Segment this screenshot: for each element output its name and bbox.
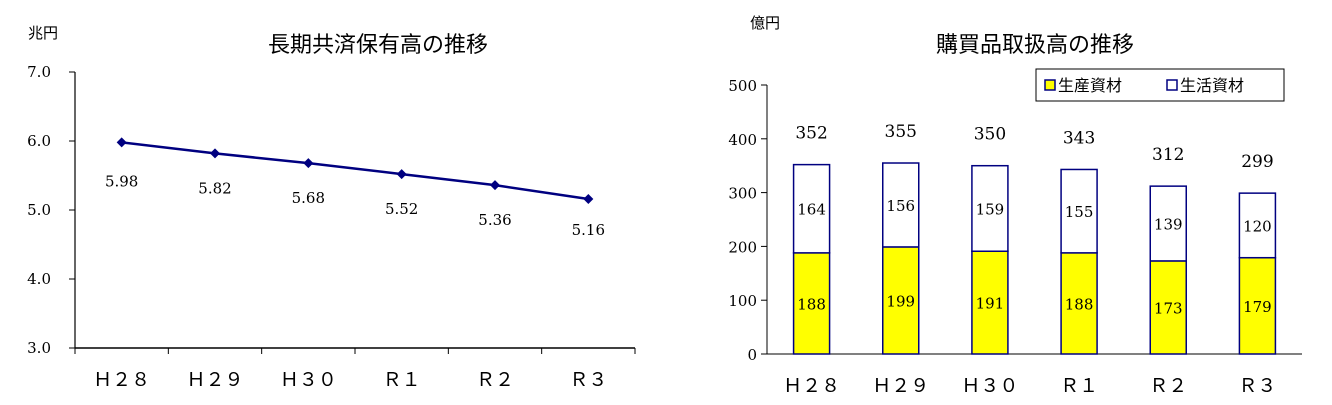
left-data-label: 5.16 [572, 221, 605, 239]
left-y-tick-label: 6.0 [27, 132, 51, 150]
left-data-point [490, 180, 500, 191]
left-data-label: 5.52 [385, 200, 418, 218]
left-y-tick-label: 5.0 [27, 201, 51, 219]
bar-value-label-production: 173 [1154, 299, 1183, 317]
right-x-tick-label: Ｒ２ [1149, 375, 1187, 397]
left-x-tick-label: Ｈ２９ [186, 369, 243, 391]
right-x-tick-label: Ｒ３ [1238, 375, 1276, 397]
right-legend: 生産資材 生活資材 [1035, 68, 1285, 102]
right-y-tick-label: 300 [728, 185, 757, 203]
left-x-tick-label: Ｈ２８ [93, 369, 150, 391]
legend-label-living: 生活資材 [1180, 76, 1244, 95]
left-y-tick-label: 3.0 [27, 339, 51, 357]
bar-segment-production [1060, 252, 1098, 355]
bar-segment-production [1149, 260, 1187, 355]
bar-value-label-production: 199 [886, 292, 915, 310]
bar-total-label: 312 [1152, 145, 1184, 165]
left-data-point [116, 137, 127, 148]
left-unit-label: 兆円 [28, 24, 58, 42]
right-unit-label: 億円 [750, 14, 780, 32]
left-y-tick-label: 4.0 [27, 270, 51, 288]
left-data-label: 5.82 [198, 179, 231, 197]
left-data-label: 5.68 [292, 189, 325, 207]
bar-value-label-living: 159 [976, 200, 1005, 218]
left-x-tick-label: Ｒ２ [476, 369, 514, 391]
right-y-tick-label: 400 [728, 131, 757, 149]
right-chart-title: 購買品取扱高の推移 [936, 33, 1134, 58]
bar-segment-living [971, 164, 1009, 252]
left-data-point [396, 169, 407, 180]
right-stacked-bar-chart: 0 100 200 300 400 500 Ｈ２８ Ｈ２９ Ｈ３０ Ｒ１ Ｒ２ Ｒ３ 188 164 352… [728, 68, 1302, 397]
bar-value-label-living: 120 [1243, 217, 1272, 235]
bar-segment-living [792, 163, 831, 254]
bar-total-label: 355 [885, 122, 917, 142]
left-y-tick-label: 7.0 [27, 63, 51, 81]
left-data-point [303, 158, 314, 169]
left-x-tick-label: Ｒ１ [383, 369, 421, 391]
bar-segment-living [1238, 192, 1277, 259]
bar-value-label-living: 139 [1154, 216, 1183, 234]
bar-segment-production [1238, 256, 1277, 355]
bar-total-label: 343 [1063, 128, 1095, 148]
left-line-chart: 3.0 4.0 5.0 6.0 7.0 Ｈ２８ Ｈ２９ Ｈ３０ Ｒ１ Ｒ２ Ｒ３ 5.98 5.82 5.… [27, 63, 636, 391]
bar-value-label-production: 191 [976, 295, 1005, 313]
bar-total-label: 350 [974, 125, 1006, 145]
bar-value-label-living: 155 [1065, 203, 1094, 221]
bar-segment-production [792, 252, 831, 355]
left-data-point [210, 148, 220, 159]
right-y-tick-label: 100 [728, 292, 757, 310]
bar-segment-living [1060, 168, 1098, 254]
left-data-label: 5.36 [478, 211, 511, 229]
bar-segment-living [1149, 185, 1187, 262]
left-x-tick-label: Ｒ３ [569, 369, 607, 391]
left-series-line [121, 141, 589, 201]
right-x-tick-label: Ｈ２８ [783, 375, 840, 397]
right-x-tick-label: Ｈ３０ [961, 375, 1018, 397]
bar-value-label-production: 179 [1243, 298, 1272, 316]
right-y-tick-label: 0 [747, 346, 757, 364]
right-y-tick-label: 200 [728, 238, 757, 256]
bar-segment-production [882, 246, 920, 355]
bar-value-label-production: 188 [1065, 295, 1094, 313]
legend-swatch-production [1044, 79, 1056, 91]
bar-total-label: 352 [795, 124, 827, 144]
left-chart-title: 長期共済保有高の推移 [268, 33, 488, 58]
bar-total-label: 299 [1241, 152, 1273, 172]
legend-label-production: 生産資材 [1058, 76, 1122, 95]
legend-box [1035, 68, 1285, 102]
bar-value-label-living: 156 [886, 197, 915, 215]
bar-segment-living [882, 162, 920, 248]
right-y-tick-label: 500 [728, 77, 757, 95]
left-x-tick-label: Ｈ３０ [280, 369, 337, 391]
right-x-tick-label: Ｒ１ [1060, 375, 1098, 397]
left-data-label: 5.98 [105, 172, 138, 190]
left-data-point [583, 193, 594, 204]
bar-value-label-production: 188 [797, 295, 826, 313]
legend-swatch-living [1166, 79, 1178, 91]
bar-value-label-living: 164 [797, 201, 826, 219]
bar-segment-production [971, 250, 1009, 355]
right-x-tick-label: Ｈ２９ [872, 375, 929, 397]
